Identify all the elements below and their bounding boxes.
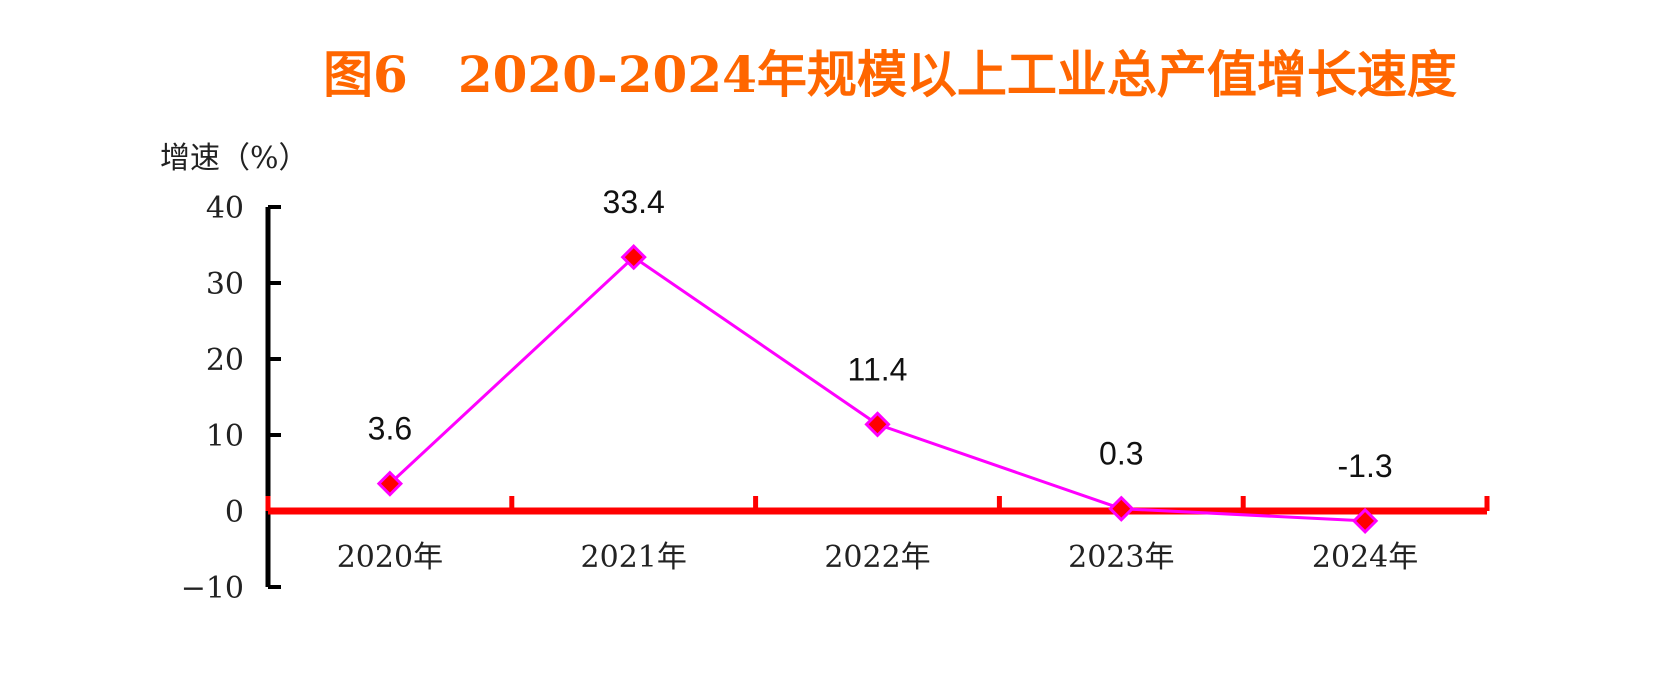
chart-title: 图6 2020-2024年规模以上工业总产值增长速度 (323, 45, 1457, 104)
y-tick-label: −10 (181, 571, 244, 606)
y-tick-label: 20 (206, 343, 244, 378)
y-tick-label: 10 (206, 419, 244, 454)
data-label: 3.6 (368, 411, 412, 447)
data-point-marker (1108, 495, 1135, 522)
y-tick-label: 40 (206, 191, 244, 226)
y-tick-label: 0 (225, 495, 244, 530)
data-point-marker (864, 411, 891, 438)
x-tick-label: 2021年 (581, 540, 687, 575)
x-tick-label: 2022年 (824, 540, 930, 575)
data-point-marker (376, 470, 404, 497)
data-point-marker (620, 244, 647, 271)
plot-area: 40 30 20 10 0 −10 2020年 2021年 2022年 2023年 2024年 3.6… (181, 184, 1490, 606)
x-tick-label: 2023年 (1068, 540, 1174, 575)
data-label: 33.4 (603, 184, 665, 220)
y-axis-label: 增速（%） (160, 141, 309, 176)
x-tick-label: 2024年 (1312, 540, 1418, 575)
data-label: -1.3 (1338, 448, 1393, 484)
data-label: 0.3 (1099, 436, 1143, 472)
y-tick-label: 30 (206, 267, 244, 302)
data-point-marker (1351, 507, 1379, 535)
data-label: 11.4 (848, 351, 908, 387)
series-line (388, 255, 1366, 523)
x-tick-label: 2020年 (337, 540, 443, 575)
